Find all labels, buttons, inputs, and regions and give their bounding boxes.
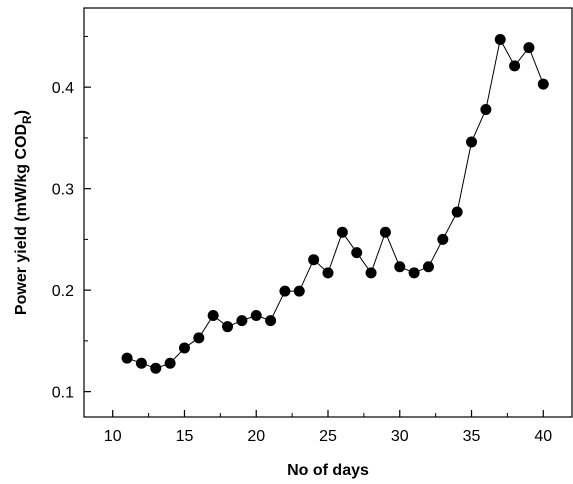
data-point xyxy=(466,136,478,148)
plot-frame xyxy=(83,7,573,418)
x-tick-label: 35 xyxy=(463,428,481,445)
data-point xyxy=(207,310,219,322)
data-point xyxy=(494,33,506,45)
data-point xyxy=(523,42,535,54)
data-point xyxy=(222,321,234,333)
x-tick-label: 15 xyxy=(176,428,194,445)
data-point xyxy=(279,285,291,297)
data-point xyxy=(308,254,320,266)
series-line xyxy=(126,38,544,369)
data-point xyxy=(422,261,434,273)
data-point xyxy=(265,315,277,327)
y-tick-label: 0.4 xyxy=(52,80,74,97)
y-tick-label: 0.1 xyxy=(52,385,74,402)
data-point xyxy=(379,226,391,238)
data-point xyxy=(480,103,492,115)
data-point xyxy=(365,267,377,279)
y-axis-title-subscript: R xyxy=(20,115,34,124)
data-point xyxy=(451,206,463,218)
y-axis-title-main: Power yield (mW/kg COD xyxy=(13,124,30,315)
data-point xyxy=(293,285,305,297)
data-point xyxy=(193,332,205,344)
data-point xyxy=(394,261,406,273)
y-axis-title: Power yield (mW/kg CODR) xyxy=(13,110,34,315)
x-tick-label: 10 xyxy=(104,428,122,445)
data-point xyxy=(509,60,521,72)
data-point xyxy=(537,78,549,90)
x-tick-label: 40 xyxy=(534,428,552,445)
data-point xyxy=(135,357,147,369)
x-tick-label: 30 xyxy=(391,428,409,445)
x-tick-label: 25 xyxy=(319,428,337,445)
data-point xyxy=(164,357,176,369)
data-point xyxy=(437,233,449,245)
y-tick-label: 0.2 xyxy=(52,283,74,300)
data-point xyxy=(408,267,420,279)
data-point xyxy=(322,267,334,279)
y-axis-title-close: ) xyxy=(13,110,30,115)
data-point xyxy=(236,315,248,327)
data-point xyxy=(351,247,363,259)
x-axis-title: No of days xyxy=(287,462,369,479)
x-axis-ticks: 10 15 20 25 30 35 40 xyxy=(104,410,552,445)
data-point xyxy=(336,226,348,238)
data-point xyxy=(250,310,262,322)
data-point xyxy=(121,352,133,364)
data-point xyxy=(150,362,162,374)
y-axis-ticks: 0.1 0.2 0.3 0.4 xyxy=(52,35,91,402)
series-layer xyxy=(121,33,549,374)
data-point xyxy=(178,342,190,354)
y-tick-label: 0.3 xyxy=(52,182,74,199)
x-tick-label: 20 xyxy=(247,428,265,445)
